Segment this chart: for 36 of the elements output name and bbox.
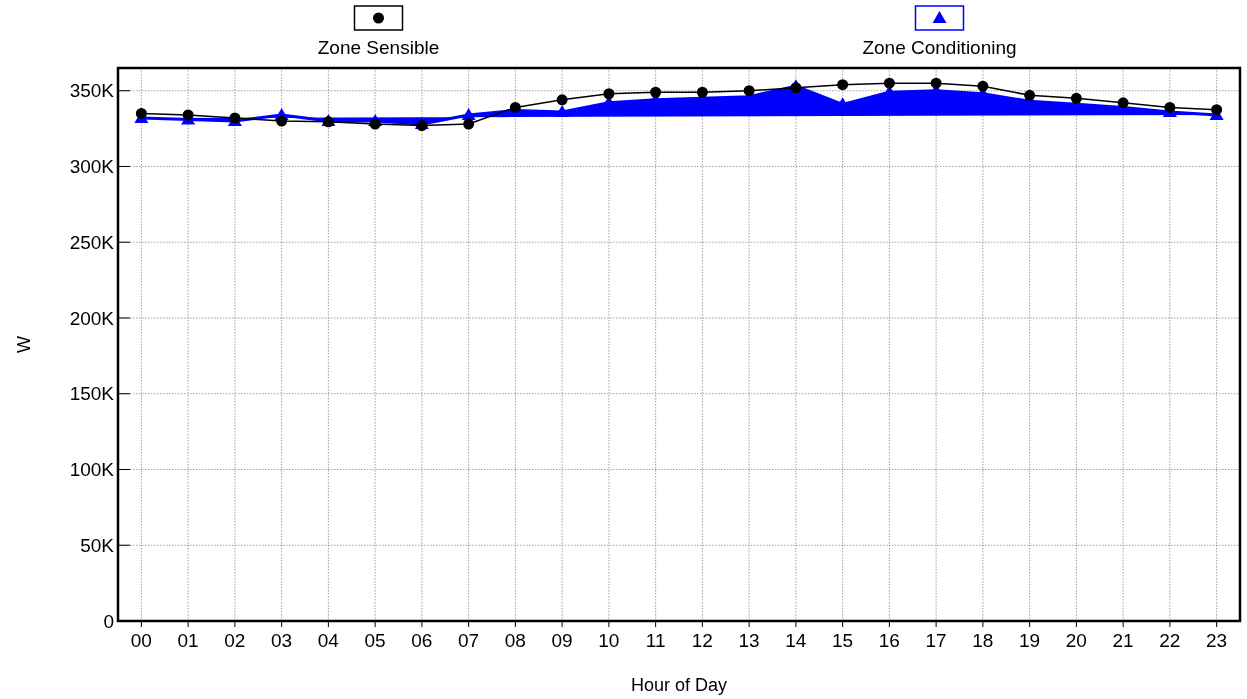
x-tick-label: 05 xyxy=(364,630,386,651)
x-tick-label: 16 xyxy=(878,630,900,651)
x-tick-label: 13 xyxy=(738,630,760,651)
x-tick-label: 04 xyxy=(317,630,340,651)
x-tick-label: 22 xyxy=(1159,630,1181,651)
x-axis-title: Hour of Day xyxy=(630,675,728,695)
x-tick-label: 01 xyxy=(177,630,199,651)
x-tick-label: 00 xyxy=(130,630,152,651)
y-axis-title: W xyxy=(14,336,34,353)
y-tick-label: 100K xyxy=(69,459,115,481)
x-tick-label: 07 xyxy=(458,630,480,651)
x-tick-label: 21 xyxy=(1112,630,1134,651)
x-tick-label: 02 xyxy=(224,630,246,651)
x-tick-label: 17 xyxy=(925,630,947,651)
y-tick-label: 50K xyxy=(80,534,115,556)
x-tick-label: 14 xyxy=(785,630,807,651)
y-tick-label: 250K xyxy=(69,231,115,253)
x-tick-label: 09 xyxy=(551,630,573,651)
y-tick-label: 350K xyxy=(69,80,115,102)
x-tick-label: 08 xyxy=(504,630,526,651)
x-tick-label: 19 xyxy=(1019,630,1041,651)
x-tick-label: 10 xyxy=(598,630,620,651)
y-tick-label: 300K xyxy=(69,156,115,178)
x-tick-label: 20 xyxy=(1065,630,1087,651)
y-tick-label: 200K xyxy=(69,307,115,329)
legend-label: Zone Conditioning xyxy=(862,37,1017,58)
y-tick-label: 0 xyxy=(103,610,114,632)
x-tick-label: 15 xyxy=(832,630,854,651)
legend-label: Zone Sensible xyxy=(317,37,440,58)
x-tick-label: 03 xyxy=(271,630,293,651)
x-tick-label: 12 xyxy=(691,630,713,651)
x-tick-label: 23 xyxy=(1206,630,1228,651)
x-tick-label: 06 xyxy=(411,630,433,651)
x-tick-label: 18 xyxy=(972,630,994,651)
x-tick-label: 11 xyxy=(645,630,666,651)
y-tick-label: 150K xyxy=(69,383,115,405)
